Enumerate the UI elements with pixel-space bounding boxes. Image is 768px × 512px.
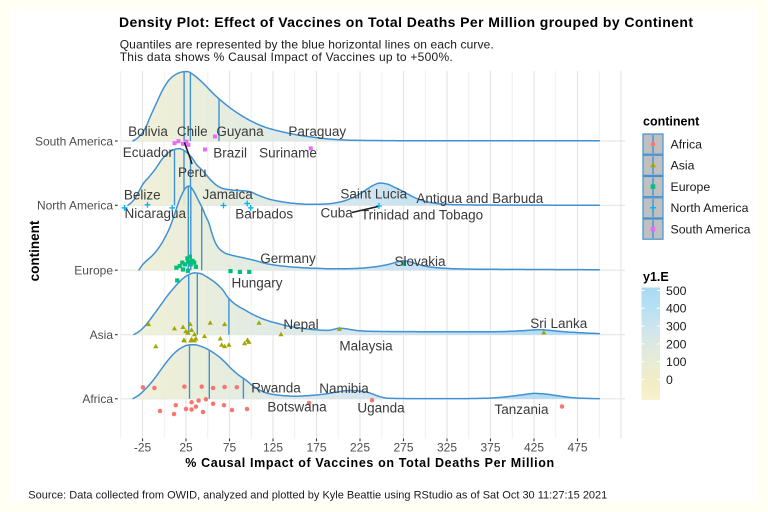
svg-text:Suriname: Suriname — [259, 145, 317, 160]
svg-text:Ecuador: Ecuador — [123, 145, 174, 160]
svg-text:Peru: Peru — [178, 165, 207, 180]
svg-text:200: 200 — [666, 337, 687, 351]
svg-text:Europe: Europe — [74, 264, 113, 278]
svg-text:Trinidad and Tobago: Trinidad and Tobago — [361, 207, 483, 222]
svg-text:Hungary: Hungary — [231, 275, 282, 290]
svg-text:Asia: Asia — [90, 328, 114, 342]
svg-text:North America: North America — [37, 199, 113, 213]
svg-text:North America: North America — [671, 201, 749, 215]
svg-text:Saint Lucia: Saint Lucia — [340, 186, 407, 201]
svg-text:Botswana: Botswana — [267, 399, 327, 414]
svg-text:Rwanda: Rwanda — [251, 380, 301, 395]
svg-text:Nicaragua: Nicaragua — [125, 206, 187, 221]
svg-text:Cuba: Cuba — [321, 205, 354, 220]
svg-text:Brazil: Brazil — [213, 145, 247, 160]
svg-text:300: 300 — [666, 320, 687, 334]
svg-text:Belize: Belize — [124, 187, 161, 202]
svg-text:Namibia: Namibia — [319, 381, 369, 396]
svg-text:100: 100 — [666, 355, 687, 369]
svg-text:Jamaica: Jamaica — [202, 187, 253, 202]
svg-text:75: 75 — [223, 441, 237, 455]
svg-text:% Causal Impact of Vaccines on: % Causal Impact of Vaccines on Total Dea… — [185, 456, 554, 470]
svg-text:Asia: Asia — [671, 159, 695, 173]
svg-text:425: 425 — [524, 441, 544, 455]
svg-text:175: 175 — [306, 441, 326, 455]
svg-text:Africa: Africa — [82, 392, 113, 406]
svg-text:400: 400 — [666, 302, 687, 316]
svg-text:Germany: Germany — [260, 251, 316, 266]
svg-text:125: 125 — [263, 441, 283, 455]
svg-text:325: 325 — [437, 441, 457, 455]
svg-text:Antigua and Barbuda: Antigua and Barbuda — [416, 191, 543, 206]
svg-text:Uganda: Uganda — [357, 400, 405, 415]
svg-text:0: 0 — [666, 373, 673, 387]
svg-text:25: 25 — [179, 441, 193, 455]
svg-text:Malaysia: Malaysia — [339, 338, 393, 353]
svg-text:Sri Lanka: Sri Lanka — [530, 316, 588, 331]
svg-text:Paraguay: Paraguay — [288, 124, 346, 139]
svg-text:Quantiles are represented by t: Quantiles are represented by the blue ho… — [120, 38, 494, 52]
svg-text:Africa: Africa — [671, 137, 703, 151]
svg-text:Guyana: Guyana — [216, 124, 264, 139]
svg-text:Slovakia: Slovakia — [394, 254, 446, 269]
svg-text:South America: South America — [671, 222, 751, 236]
svg-text:500: 500 — [666, 284, 687, 298]
svg-text:Nepal: Nepal — [283, 317, 318, 332]
svg-text:Source: Data collected from OW: Source: Data collected from OWID, analyz… — [28, 490, 607, 502]
svg-text:continent: continent — [27, 220, 42, 281]
svg-text:Chile: Chile — [177, 124, 208, 139]
svg-text:275: 275 — [393, 441, 413, 455]
svg-text:475: 475 — [567, 441, 587, 455]
svg-text:Density Plot: Effect of Vaccin: Density Plot: Effect of Vaccines on Tota… — [119, 14, 693, 30]
svg-text:Tanzania: Tanzania — [494, 402, 549, 417]
svg-text:-25: -25 — [134, 441, 152, 455]
svg-text:Barbados: Barbados — [235, 206, 293, 221]
svg-text:y1.E: y1.E — [643, 270, 669, 284]
svg-text:225: 225 — [350, 441, 370, 455]
svg-text:continent: continent — [643, 115, 700, 129]
svg-text:Europe: Europe — [671, 180, 711, 194]
svg-text:South America: South America — [35, 134, 113, 148]
svg-text:Bolivia: Bolivia — [128, 124, 168, 139]
svg-text:375: 375 — [480, 441, 500, 455]
svg-text:This data shows % Causal Impac: This data shows % Causal Impact of Vacci… — [120, 50, 453, 64]
